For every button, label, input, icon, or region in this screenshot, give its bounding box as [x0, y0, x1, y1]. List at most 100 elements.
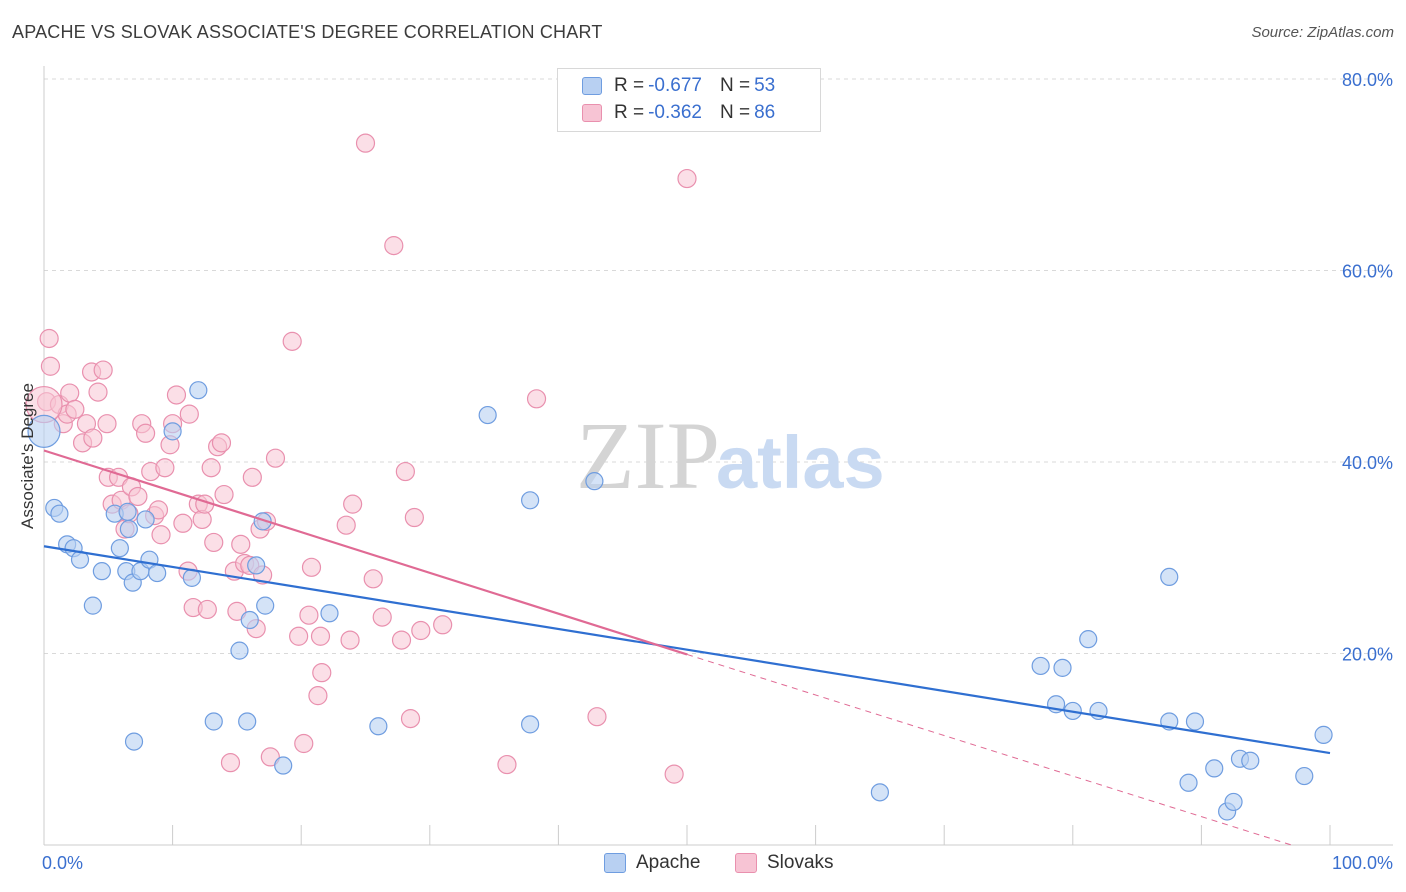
apache-swatch [582, 77, 602, 95]
watermark-atlas: atlas [716, 421, 885, 504]
apache-point [247, 556, 266, 575]
apache-point [148, 563, 167, 583]
slovak-point [231, 534, 251, 554]
slovak-point [372, 607, 392, 627]
y-tick-label: 60.0% [1342, 262, 1393, 282]
apache-point [83, 596, 102, 615]
slovak-point [299, 605, 319, 625]
legend-row-slovak: R = -0.362 N = 86 [582, 101, 775, 125]
legend-item-apache[interactable]: Apache [604, 852, 700, 874]
apache-point [204, 712, 223, 731]
slovak-point [93, 360, 113, 380]
apache-point [253, 512, 272, 531]
apache-point [230, 641, 249, 660]
apache-point [1241, 751, 1260, 770]
slovak-point [151, 525, 171, 545]
slovak-trendline [43, 449, 688, 656]
chart-title: APACHE VS SLOVAK ASSOCIATE'S DEGREE CORR… [12, 22, 603, 42]
slovak-point [391, 630, 412, 650]
apache-legend-swatch [604, 853, 626, 873]
slovak-point [135, 423, 156, 443]
apache-point [521, 715, 540, 734]
apache-point [369, 717, 388, 736]
slovak-point [282, 331, 302, 351]
apache-point [478, 405, 497, 425]
apache-point [119, 519, 138, 539]
apache-point [163, 422, 182, 441]
y-tick-label: 40.0% [1342, 453, 1393, 473]
slovak-point [400, 709, 421, 729]
slovak-point [211, 433, 232, 453]
slovak-point [310, 626, 331, 646]
apache-r-value: -0.677 [648, 75, 702, 96]
apache-point [189, 381, 208, 400]
slovak-point [214, 484, 234, 505]
series-legend: Apache Slovaks [0, 852, 1406, 878]
slovak-point [88, 382, 108, 402]
y-axis-label: Associate's Degree [18, 383, 37, 529]
slovak-point [227, 601, 247, 621]
slovak-point [294, 733, 314, 754]
apache-point [1179, 773, 1198, 792]
slovak-r-label: R = [614, 102, 645, 123]
slovak-r-value: -0.362 [648, 102, 702, 123]
apache-point [274, 756, 293, 775]
axis-labels: 20.0% 40.0% 60.0% 80.0% 0.0% 100.0% Associate'… [18, 70, 1393, 873]
y-tick-label: 80.0% [1342, 70, 1393, 90]
slovak-legend-swatch [735, 853, 757, 873]
slovak-point [411, 620, 431, 641]
legend-row-apache: R = -0.677 N = 53 [582, 74, 775, 98]
slovak-point [301, 557, 322, 577]
slovak-point [60, 383, 80, 403]
legend-item-slovaks[interactable]: Slovaks [735, 852, 834, 874]
slovak-point [242, 467, 262, 487]
slovak-point [308, 686, 328, 706]
slovak-point [128, 486, 148, 507]
slovak-swatch [582, 104, 602, 122]
slovak-point [201, 458, 221, 478]
apache-point [27, 414, 61, 448]
apache-point [92, 562, 111, 581]
apache-n-value: 53 [754, 75, 776, 96]
slovak-point [40, 356, 61, 376]
apache-legend-label: Apache [636, 852, 701, 873]
slovak-point [336, 515, 356, 535]
axes-layer [43, 66, 1393, 846]
watermark-zip: ZIP [576, 402, 720, 509]
slovak-point [363, 569, 383, 589]
slovak-point [173, 513, 193, 533]
slovak-point [340, 630, 360, 650]
apache-point [1295, 766, 1314, 786]
apache-point [238, 712, 257, 731]
apache-point [1185, 712, 1205, 731]
slovak-point [497, 754, 517, 775]
apache-point [256, 596, 275, 615]
apache-point [110, 539, 129, 558]
apache-point [50, 504, 69, 523]
slovak-point [677, 168, 697, 189]
apache-point [1314, 725, 1333, 744]
slovak-point [433, 615, 453, 635]
slovak-point [343, 494, 363, 514]
slovak-point [179, 404, 199, 424]
apache-point [240, 610, 259, 630]
apache-point [1205, 759, 1224, 778]
slovak-point [312, 663, 332, 683]
apache-point [118, 502, 137, 521]
apache-point [521, 491, 540, 510]
slovak-point [97, 414, 117, 434]
slovak-point [155, 458, 175, 478]
slovak-trendline-extension [686, 653, 1292, 846]
slovak-point [664, 764, 684, 784]
slovak-n-value: 86 [754, 102, 776, 123]
slovak-point [39, 328, 59, 349]
apache-points [27, 381, 1333, 821]
slovak-point [204, 532, 224, 553]
slovak-point [526, 389, 547, 409]
source-label: Source: ZipAtlas.com [1251, 24, 1394, 41]
apache-point [1224, 792, 1243, 812]
slovak-point [404, 507, 424, 528]
slovak-point [265, 448, 286, 468]
apache-point [136, 510, 155, 529]
